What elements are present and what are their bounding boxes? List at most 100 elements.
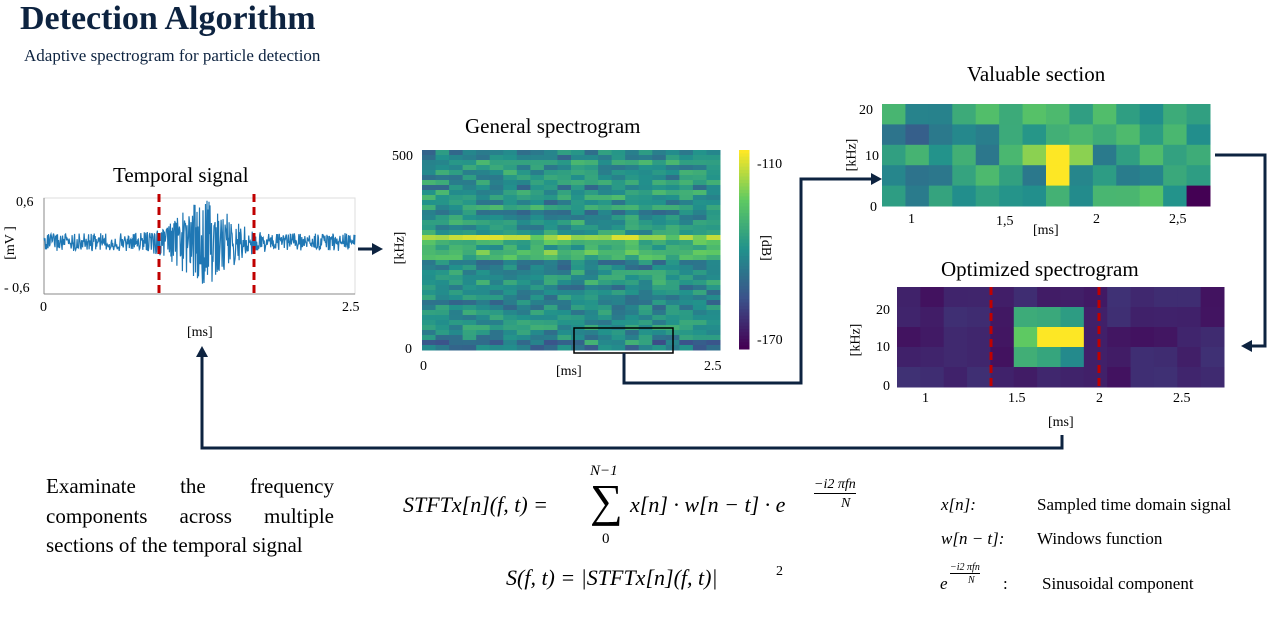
cell [557,205,572,211]
cell [489,255,504,261]
cell [897,367,921,388]
cell [557,315,572,321]
cell [706,180,721,186]
cell [905,124,930,146]
cell [1116,124,1141,146]
cell [516,160,531,166]
cell [462,295,477,301]
cell [489,175,504,181]
cell [462,165,477,171]
cell [692,345,707,351]
cell [530,180,545,186]
cell [739,246,750,250]
cell [571,295,586,301]
cell [1092,104,1117,125]
cell [665,170,680,176]
cell [543,275,558,281]
cell [638,290,653,296]
cell [739,163,750,168]
cell [584,155,599,161]
cell [625,150,640,156]
cell [625,255,640,261]
cell [598,240,613,246]
cell [516,335,531,341]
y-tick: 10 [865,149,879,164]
cell [516,325,531,331]
cell [476,280,491,286]
arrowhead [1241,340,1252,352]
cell [598,335,613,341]
cell [905,104,930,125]
cell [476,225,491,231]
cell [706,185,721,191]
cell [530,295,545,301]
cell [571,225,586,231]
cell [489,150,504,156]
cell [1163,124,1188,146]
cell [489,165,504,171]
cell [422,235,437,241]
cell [476,230,491,236]
cell [598,275,613,281]
cell [990,287,1015,308]
cell [530,235,545,241]
cell [692,220,707,226]
cell [611,280,626,286]
cell [652,280,667,286]
cell [503,270,518,276]
cell [503,320,518,326]
cell [503,345,518,351]
cell [897,327,921,348]
cell [652,150,667,156]
cell [611,295,626,301]
cell [1200,347,1225,368]
cell [476,175,491,181]
cell [530,185,545,191]
cell [679,255,694,261]
cell [557,340,572,346]
cell [1163,104,1188,125]
cell [435,200,450,206]
cell [462,190,477,196]
cell [665,300,680,306]
cell [679,250,694,256]
cell [422,175,437,181]
cell [679,335,694,341]
cell [557,180,572,186]
cell [462,150,477,156]
cell [665,150,680,156]
cell [449,275,464,281]
cell [665,280,680,286]
cell [530,285,545,291]
cell [679,185,694,191]
cell [462,175,477,181]
formula-part: ∑ [590,475,623,526]
cell [462,170,477,176]
cell [1083,347,1108,368]
cell [692,205,707,211]
cell [449,235,464,241]
cell [584,335,599,341]
cell [435,240,450,246]
cell [975,185,1000,207]
definition-text: Windows function [1037,529,1163,548]
arrow [200,356,1064,450]
x-label: [ms] [1048,415,1074,430]
cell [1200,367,1225,388]
cell [611,315,626,321]
cell [435,295,450,301]
cell [679,295,694,301]
cell [1022,165,1047,187]
cell [503,310,518,316]
cell [449,285,464,291]
cell [920,287,945,308]
cell [1046,104,1070,125]
cell [584,300,599,306]
cell [462,320,477,326]
cell [530,150,545,156]
cell [422,320,437,326]
cell [611,195,626,201]
cell [1107,347,1132,368]
formula-part: 0 [602,531,610,547]
cell [692,300,707,306]
